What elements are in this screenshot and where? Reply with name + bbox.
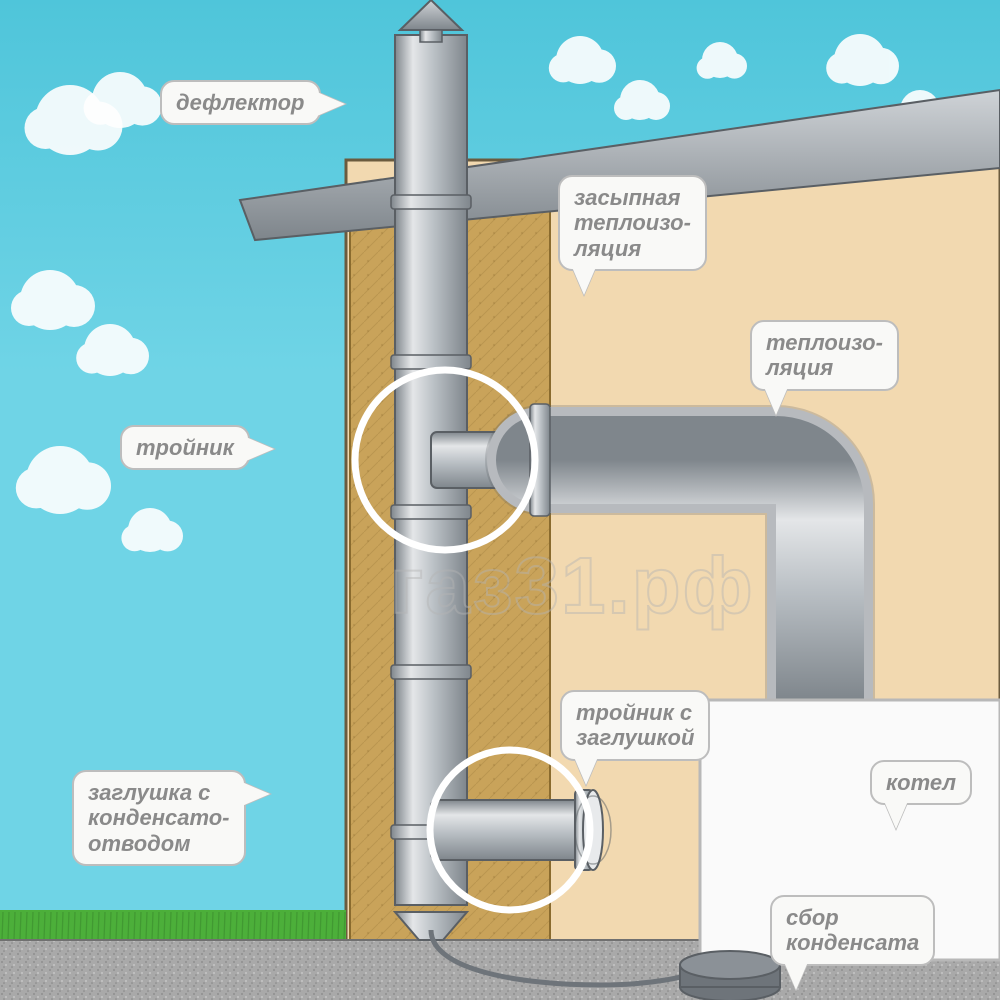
tee-lower (431, 800, 581, 860)
callout-tail (246, 437, 274, 461)
callout-label: тройник с заглушкой (576, 700, 694, 750)
callout-tail (884, 801, 908, 829)
callout-tail (574, 757, 598, 785)
diagram-root: газ31.рф дефлекторзасыпная теплоизо- ляц… (0, 0, 1000, 1000)
callout-fill_insulation: засыпная теплоизо- ляция (558, 175, 707, 271)
callout-tail (317, 92, 345, 116)
callout-tail (764, 387, 788, 415)
callout-cond_collect: сбор конденсата (770, 895, 935, 966)
callout-tail (572, 267, 596, 295)
callout-label: котел (886, 770, 956, 795)
callout-label: дефлектор (176, 90, 305, 115)
grass (0, 910, 346, 940)
callout-tail (784, 962, 808, 990)
callout-cond_drain: заглушка с конденсато- отводом (72, 770, 246, 866)
callout-label: теплоизо- ляция (766, 330, 883, 380)
callout-deflector: дефлектор (160, 80, 321, 125)
callout-tee: тройник (120, 425, 250, 470)
callout-thermal_insulation: теплоизо- ляция (750, 320, 899, 391)
callout-label: тройник (136, 435, 234, 460)
callout-label: засыпная теплоизо- ляция (574, 185, 691, 261)
callout-tee_plug: тройник с заглушкой (560, 690, 710, 761)
callout-label: сбор конденсата (786, 905, 919, 955)
callout-label: заглушка с конденсато- отводом (88, 780, 230, 856)
callout-boiler: котел (870, 760, 972, 805)
callout-tail (242, 782, 270, 806)
